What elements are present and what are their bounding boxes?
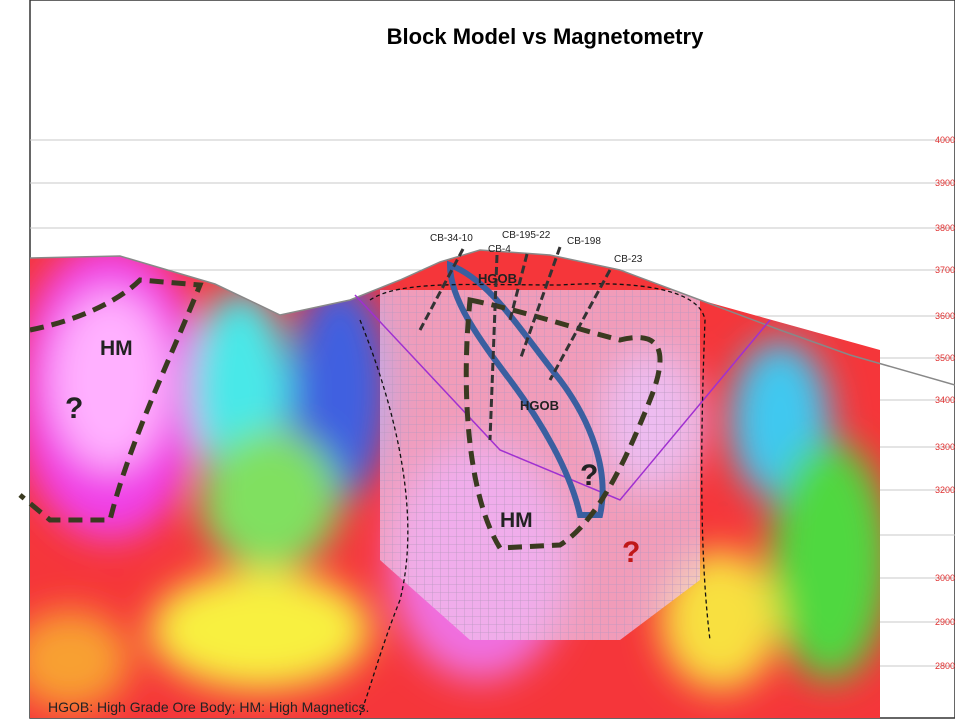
elevation-label: 2800 <box>935 661 955 671</box>
elevation-label: 2900 <box>935 617 955 627</box>
elevation-label: 3400 <box>935 395 955 405</box>
title: Block Model vs Magnetometry <box>387 24 704 49</box>
drill-hole-labels: CB-34-10 CB-4 CB-195-22 CB-198 CB-23 <box>430 230 643 265</box>
drill-hole-label: CB-34-10 <box>430 233 473 244</box>
question-mark: ? <box>65 392 83 425</box>
footer: HGOB: High Grade Ore Body; HM: High Magn… <box>48 699 369 715</box>
question-mark: ? <box>580 459 598 492</box>
drill-hole-label: CB-23 <box>614 254 643 265</box>
elevation-label: 3200 <box>935 485 955 495</box>
hm-outline <box>463 297 663 551</box>
drill-traces <box>418 246 612 441</box>
drill-hole-label: CB-198 <box>567 236 601 247</box>
hgob-outline <box>446 260 606 518</box>
hm-label: HM <box>100 337 133 360</box>
elevation-label: 3000 <box>935 573 955 583</box>
elevation-label: 3700 <box>935 265 955 275</box>
magnetometry <box>30 250 880 718</box>
elevation-label: 3800 <box>935 223 955 233</box>
elevation-label: 3900 <box>935 178 955 188</box>
question-mark: ? <box>622 536 640 569</box>
hgob-label: HGOB <box>478 271 517 286</box>
elevation-label: 3600 <box>935 311 955 321</box>
ore-envelope <box>359 283 711 716</box>
hm-outline-left <box>18 277 204 523</box>
drill-hole-label: CB-4 <box>488 244 511 255</box>
elevation-label: 3300 <box>935 442 955 452</box>
contact-line <box>354 294 771 501</box>
elevation-label: 4000 <box>935 135 955 145</box>
hm-label: HM <box>500 509 533 532</box>
drill-hole-label: CB-195-22 <box>502 230 551 241</box>
hgob-label: HGOB <box>520 398 559 413</box>
elevation-label: 3500 <box>935 353 955 363</box>
